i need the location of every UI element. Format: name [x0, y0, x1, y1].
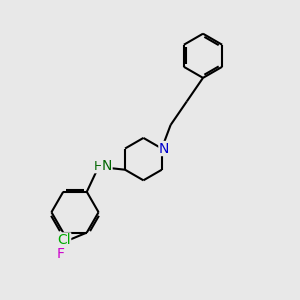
- Text: N: N: [159, 142, 169, 155]
- Text: N: N: [102, 159, 112, 173]
- Text: H: H: [94, 160, 103, 173]
- Text: Cl: Cl: [57, 233, 70, 247]
- Text: F: F: [56, 248, 64, 261]
